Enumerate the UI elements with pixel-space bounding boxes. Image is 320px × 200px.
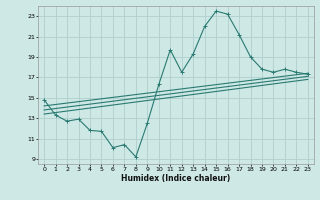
- X-axis label: Humidex (Indice chaleur): Humidex (Indice chaleur): [121, 174, 231, 183]
